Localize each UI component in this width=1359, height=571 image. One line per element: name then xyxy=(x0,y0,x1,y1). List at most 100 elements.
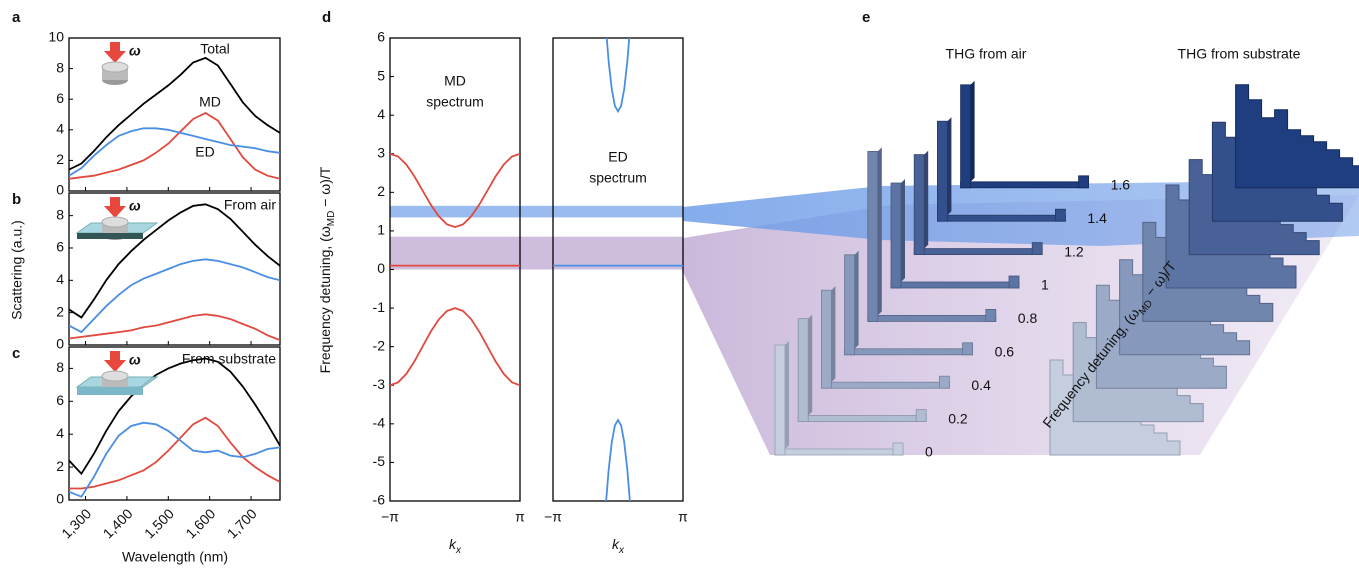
x-tick-label: −π xyxy=(381,509,399,525)
y-tick-label: -2 xyxy=(373,337,386,353)
histogram-peak-side xyxy=(855,251,859,349)
arrow-shaft xyxy=(110,197,120,206)
histogram-base xyxy=(914,249,1042,255)
annotation: spectrum xyxy=(589,170,647,186)
substrate-front xyxy=(77,233,143,239)
plot-frame xyxy=(69,38,280,191)
pillar-top xyxy=(102,62,128,72)
x-tick-label: 1,500 xyxy=(141,505,177,541)
histogram-end xyxy=(1079,176,1089,188)
panel-label: a xyxy=(12,9,21,26)
y-tick-label: 4 xyxy=(56,271,64,287)
annotation: ED xyxy=(608,149,627,165)
arrow-shaft xyxy=(110,351,120,360)
series-label: ED xyxy=(195,144,214,160)
y-tick-label: 10 xyxy=(48,29,64,45)
y-tick-label: 0 xyxy=(56,336,64,352)
x-tick-label: −π xyxy=(544,509,562,525)
histogram-peak-side xyxy=(785,341,789,449)
y-tick-label: 1 xyxy=(377,222,385,238)
panel-title: THG from air xyxy=(946,46,1027,62)
y-tick-label: 5 xyxy=(377,67,385,83)
histogram-base xyxy=(937,215,1065,221)
x-tick-label: 1,600 xyxy=(182,505,218,541)
y-tick-label: 2 xyxy=(56,151,64,167)
series-line xyxy=(606,420,631,508)
y-tick-label: 0 xyxy=(56,182,64,198)
level-label: 0.8 xyxy=(1018,310,1038,326)
histogram-peak xyxy=(868,151,878,321)
histogram-base xyxy=(891,282,1019,288)
histogram-peak-side xyxy=(924,151,928,249)
series-label: MD xyxy=(199,94,221,110)
y-tick-label: 6 xyxy=(56,239,64,255)
y-tick-label: -5 xyxy=(373,453,386,469)
y-tick-label: 6 xyxy=(377,29,385,45)
band xyxy=(390,206,683,218)
annotation: From air xyxy=(224,197,276,213)
y-tick-label: 4 xyxy=(56,121,64,137)
histogram-peak xyxy=(937,121,947,221)
histogram-end xyxy=(1009,276,1019,288)
band xyxy=(390,237,683,270)
histogram-peak-side xyxy=(971,81,975,182)
series-line xyxy=(606,24,631,112)
substrate-front xyxy=(77,387,143,395)
text-part: Frequency detuning, (ω xyxy=(317,226,333,373)
y-tick-label: 8 xyxy=(56,59,64,75)
y-tick-label: 8 xyxy=(56,206,64,222)
annotation: From substrate xyxy=(182,351,276,367)
panel-label: e xyxy=(862,9,870,26)
arrow-head xyxy=(104,51,126,63)
histogram-substrate xyxy=(1236,85,1359,188)
level-label: 0.6 xyxy=(995,344,1015,360)
level-label: 0.2 xyxy=(948,410,968,426)
x-tick-label: π xyxy=(678,509,688,525)
x-axis-label: Wavelength (nm) xyxy=(122,549,228,565)
x-tick-label: π xyxy=(515,509,525,525)
level-label: 0 xyxy=(925,444,933,460)
histogram-peak xyxy=(961,85,971,188)
histogram-end xyxy=(1055,209,1065,221)
series-line xyxy=(69,58,280,170)
omega-label: ω xyxy=(129,352,141,368)
series-line xyxy=(390,308,520,385)
panel-label: d xyxy=(322,9,331,26)
y-tick-label: -4 xyxy=(373,415,386,431)
level-label: 1.6 xyxy=(1111,177,1131,193)
histogram-base xyxy=(798,416,926,422)
annotation: spectrum xyxy=(426,94,484,110)
x-tick-label: 1,300 xyxy=(58,505,94,541)
x-axis-label: kx xyxy=(449,536,462,556)
histogram-base xyxy=(868,315,996,321)
series-line xyxy=(69,204,280,317)
arrow-shaft xyxy=(110,42,120,51)
histogram-peak-side xyxy=(947,117,951,215)
histogram-base xyxy=(775,449,903,455)
text-part: x xyxy=(618,545,625,556)
omega-label: ω xyxy=(129,43,141,59)
level-label: 0.4 xyxy=(971,377,991,393)
histogram-peak xyxy=(891,183,901,288)
histogram-base xyxy=(961,182,1089,188)
y-tick-label: 6 xyxy=(56,392,64,408)
text-part: MD xyxy=(326,211,337,227)
histogram-base xyxy=(845,349,973,355)
arrow-head xyxy=(104,206,126,218)
y-tick-label: 6 xyxy=(56,90,64,106)
histogram-peak-side xyxy=(901,179,905,282)
y-tick-label: -1 xyxy=(373,299,386,315)
histogram-peak-side xyxy=(831,286,835,382)
histogram-peak xyxy=(775,345,785,455)
pillar-top xyxy=(102,371,128,381)
histogram-end xyxy=(916,410,926,422)
histogram-peak xyxy=(914,155,924,255)
x-axis-label: kx xyxy=(612,536,625,556)
figure: 0246810aωTotalMDED02468bωFrom airScatter… xyxy=(0,0,1359,571)
y-tick-label: -6 xyxy=(373,492,386,508)
y-tick-label: 3 xyxy=(377,144,385,160)
y-tick-label: 4 xyxy=(56,425,64,441)
histogram-end xyxy=(963,343,973,355)
series-line xyxy=(69,128,280,175)
level-label: 1.4 xyxy=(1087,210,1107,226)
